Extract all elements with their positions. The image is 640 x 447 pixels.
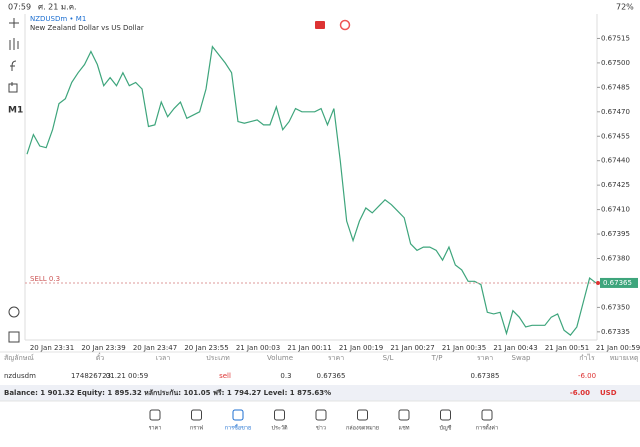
nav-icon[interactable] (357, 409, 368, 421)
column-header: ราคา (477, 354, 493, 362)
y-tick-label: 0.67335 (601, 328, 630, 336)
nav-label[interactable]: การซื้อขาย (225, 424, 251, 432)
account-summary: Balance: 1 901.32 Equity: 1 895.32 หลักป… (4, 389, 331, 397)
column-header: หมายเหตุ (610, 354, 639, 362)
column-header: T/P (431, 354, 443, 362)
nav-label[interactable]: กราฟ (190, 425, 203, 432)
x-tick-label: 20 Jan 23:31 (30, 344, 74, 352)
nav-icon[interactable] (149, 409, 161, 421)
nav-icon[interactable] (481, 409, 493, 421)
price-line (26, 45, 597, 336)
left-toolbar (8, 18, 20, 343)
price-badge-label: 0.67365 (603, 279, 632, 287)
nav-label[interactable]: ประวัติ (271, 425, 287, 432)
x-tick-label: 21 Jan 00:35 (442, 344, 486, 352)
nav-icon[interactable] (315, 409, 327, 421)
add-tool[interactable] (8, 331, 20, 343)
chart-description: New Zealand Dollar vs US Dollar (30, 24, 144, 32)
y-tick-label: 0.67515 (601, 34, 630, 42)
column-header: กำไร (579, 353, 595, 362)
column-header: เวลา (156, 354, 171, 362)
y-tick-label: 0.67395 (601, 230, 630, 238)
price-badge (600, 277, 638, 288)
column-header: ราคา (328, 354, 344, 362)
y-tick-label: 0.67410 (601, 206, 630, 214)
settings-tool[interactable] (8, 306, 20, 318)
x-tick-label: 20 Jan 23:39 (81, 344, 125, 352)
y-tick-label: 0.67470 (601, 108, 630, 116)
chart-symbol: NZDUSDm • M1 (30, 15, 86, 23)
nav-label[interactable]: ข่าว (316, 426, 326, 432)
column-header: Swap (512, 354, 531, 362)
column-header: ประเภท (206, 354, 230, 362)
nav-label[interactable]: กล่องจดหมาย (346, 426, 379, 432)
x-tick-label: 21 Jan 00:51 (545, 344, 589, 352)
table-cell: 0.3 (280, 372, 291, 380)
table-cell: 01.21 00:59 (106, 372, 148, 380)
column-header: Volume (267, 354, 293, 362)
table-cell: 174826723 (71, 372, 111, 380)
total-profit: -6.00 (570, 389, 590, 397)
nav-label[interactable]: แชท (399, 425, 410, 432)
status-time: 07:59 (8, 3, 31, 12)
function-tool[interactable] (10, 60, 17, 71)
table-cell: nzdusdm (4, 372, 36, 380)
status-date: ศ. 21 ม.ค. (38, 3, 77, 12)
position-marker (596, 280, 600, 285)
summary-bar (0, 385, 640, 401)
x-tick-label: 20 Jan 23:47 (133, 344, 177, 352)
currency: USD (600, 389, 617, 397)
table-cell: 0.67365 (317, 372, 346, 380)
nav-icon[interactable] (398, 409, 410, 421)
table-cell: sell (219, 372, 231, 380)
battery-level: 72% (616, 3, 634, 12)
y-tick-label: 0.67500 (601, 59, 630, 67)
nav-icon[interactable] (274, 409, 285, 421)
x-tick-label: 21 Jan 00:43 (493, 344, 537, 352)
indicators-tool[interactable] (9, 38, 19, 50)
nav-icon[interactable] (191, 409, 202, 421)
nav-icon[interactable] (440, 409, 451, 421)
x-tick-label: 20 Jan 23:55 (184, 344, 228, 352)
y-tick-label: 0.67425 (601, 181, 630, 189)
x-tick-label: 21 Jan 00:03 (236, 344, 280, 352)
column-header: สัญลักษณ์ (4, 354, 34, 362)
y-tick-label: 0.67380 (601, 255, 630, 263)
position-label: SELL 0.3 (30, 275, 60, 283)
table-cell: -6.00 (578, 372, 596, 380)
timeframe-button[interactable]: M1 (8, 106, 23, 116)
nav-label[interactable]: การตั้งค่า (476, 424, 498, 432)
trade-button[interactable] (315, 21, 325, 29)
refresh-button[interactable] (339, 19, 351, 31)
y-tick-label: 0.67455 (601, 132, 630, 140)
x-tick-label: 21 Jan 00:27 (390, 344, 434, 352)
nav-icon[interactable] (232, 409, 244, 421)
x-tick-label: 21 Jan 00:11 (287, 344, 331, 352)
column-header: ตั๋ว (96, 353, 105, 362)
nav-label[interactable]: ราคา (149, 426, 162, 432)
crosshair-tool[interactable] (9, 18, 19, 28)
objects-tool[interactable] (8, 82, 18, 93)
y-tick-label: 0.67440 (601, 157, 630, 165)
y-tick-label: 0.67485 (601, 83, 630, 91)
x-tick-label: 21 Jan 00:19 (339, 344, 383, 352)
y-tick-label: 0.67350 (601, 303, 630, 311)
nav-label[interactable]: บัญชี (440, 425, 452, 432)
table-cell: 0.67385 (471, 372, 500, 380)
column-header: S/L (383, 354, 394, 362)
x-tick-label: 21 Jan 00:59 (596, 344, 640, 352)
